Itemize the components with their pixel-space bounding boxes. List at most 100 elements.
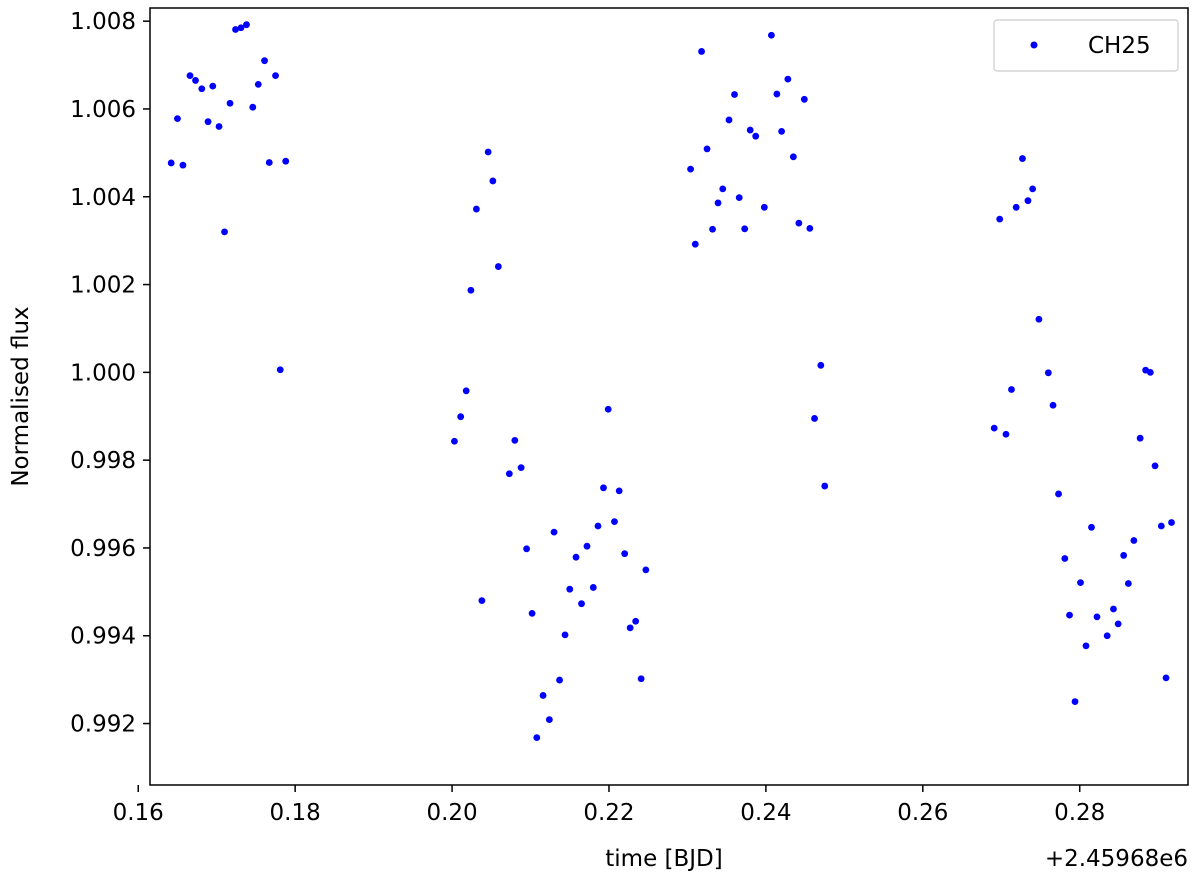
data-point-0-51 xyxy=(621,550,629,558)
data-point-0-90 xyxy=(1044,369,1052,377)
x-tick-label: 0.24 xyxy=(740,800,791,826)
data-point-0-101 xyxy=(1110,605,1117,613)
y-tick-label: 0.992 xyxy=(70,712,136,738)
data-point-0-60 xyxy=(709,225,716,233)
data-point-0-38 xyxy=(550,528,558,536)
data-point-0-13 xyxy=(243,21,250,29)
data-point-0-18 xyxy=(272,72,279,79)
data-point-0-62 xyxy=(719,185,727,193)
data-point-0-48 xyxy=(604,405,612,413)
data-point-0-99 xyxy=(1093,613,1101,621)
plot-frame xyxy=(149,7,1189,786)
data-point-0-111 xyxy=(1162,674,1170,682)
data-point-0-14 xyxy=(249,103,257,111)
data-point-0-61 xyxy=(714,199,722,207)
data-point-0-104 xyxy=(1124,580,1132,587)
data-point-0-10 xyxy=(226,99,234,107)
data-point-0-63 xyxy=(725,116,733,124)
data-point-0-108 xyxy=(1146,368,1154,376)
data-point-0-9 xyxy=(221,228,228,236)
data-point-0-78 xyxy=(811,415,818,422)
data-point-0-6 xyxy=(204,118,212,126)
data-point-0-44 xyxy=(583,542,591,550)
data-point-0-33 xyxy=(523,545,530,553)
data-point-0-67 xyxy=(746,126,754,134)
data-point-0-35 xyxy=(533,734,541,741)
y-tick-label: 1.000 xyxy=(70,360,136,386)
data-point-0-55 xyxy=(642,566,650,574)
data-point-0-91 xyxy=(1049,401,1057,409)
x-tick-label: 0.16 xyxy=(113,800,164,826)
data-point-0-30 xyxy=(505,470,513,478)
data-point-0-25 xyxy=(472,205,480,213)
data-point-0-57 xyxy=(691,240,699,248)
y-tick-label: 0.996 xyxy=(70,536,136,562)
data-point-0-97 xyxy=(1082,642,1090,650)
data-point-0-47 xyxy=(600,484,607,492)
data-point-0-40 xyxy=(561,631,569,639)
data-point-0-8 xyxy=(215,123,223,130)
y-tick-label: 0.998 xyxy=(70,448,136,474)
y-axis-label: Normalised flux xyxy=(8,306,34,486)
data-point-0-28 xyxy=(489,177,497,185)
data-point-0-11 xyxy=(232,26,239,33)
data-point-0-27 xyxy=(484,148,492,156)
data-point-0-42 xyxy=(572,553,580,561)
data-point-0-22 xyxy=(457,413,465,421)
data-point-0-15 xyxy=(254,80,262,88)
data-point-0-37 xyxy=(545,716,553,723)
data-point-0-84 xyxy=(1008,386,1015,393)
y-tick-label: 0.994 xyxy=(70,624,136,650)
data-point-0-96 xyxy=(1077,579,1084,587)
legend: CH25 xyxy=(993,19,1179,72)
data-point-0-0 xyxy=(167,159,175,167)
x-tick-label: 0.22 xyxy=(583,800,634,826)
data-point-0-93 xyxy=(1061,555,1069,562)
y-tick-label: 1.006 xyxy=(70,97,136,123)
data-point-0-7 xyxy=(209,82,217,90)
data-point-0-68 xyxy=(752,132,760,140)
data-point-0-110 xyxy=(1157,522,1165,530)
data-point-0-34 xyxy=(528,609,536,617)
data-point-0-4 xyxy=(192,77,199,84)
y-axis-ticks: 0.992 0.994 0.996 0.998 1.000 1.002 1.004 1.006… xyxy=(70,9,150,738)
data-point-0-31 xyxy=(511,437,519,444)
x-axis-label: time [BJD] xyxy=(605,846,723,872)
data-point-0-66 xyxy=(741,225,749,233)
data-point-0-77 xyxy=(806,224,814,232)
x-tick-label: 0.28 xyxy=(1054,800,1105,826)
data-point-0-36 xyxy=(539,692,547,699)
y-tick-label: 1.004 xyxy=(70,185,136,211)
data-point-0-5 xyxy=(198,85,206,93)
data-point-0-45 xyxy=(589,584,597,591)
data-point-0-26 xyxy=(478,597,486,605)
legend-box xyxy=(993,19,1179,72)
data-point-0-24 xyxy=(467,286,475,294)
data-point-0-65 xyxy=(735,194,743,202)
x-axis-offset-label: +2.45968e6 xyxy=(1045,846,1188,872)
data-point-0-74 xyxy=(789,153,797,161)
data-point-0-80 xyxy=(821,482,829,490)
data-point-0-54 xyxy=(637,675,645,683)
data-point-0-58 xyxy=(698,48,705,55)
data-point-0-21 xyxy=(451,437,458,445)
y-tick-label: 1.002 xyxy=(70,273,136,299)
data-point-0-83 xyxy=(1002,430,1010,438)
data-point-0-86 xyxy=(1019,155,1026,162)
data-point-0-41 xyxy=(566,585,574,593)
x-axis-ticks: 0.16 0.18 0.20 0.22 0.24 0.26 0.28 xyxy=(113,785,1105,826)
data-point-0-73 xyxy=(784,75,792,83)
data-point-0-109 xyxy=(1151,462,1159,470)
data-point-0-64 xyxy=(731,91,738,98)
data-point-0-102 xyxy=(1114,620,1122,628)
data-point-0-89 xyxy=(1035,315,1043,323)
data-point-0-103 xyxy=(1120,552,1128,559)
data-point-0-23 xyxy=(462,387,470,395)
data-point-0-19 xyxy=(276,366,284,374)
data-point-0-112 xyxy=(1168,519,1175,526)
data-point-0-17 xyxy=(265,159,273,166)
legend-label-ch25: CH25 xyxy=(1088,33,1151,59)
data-point-0-53 xyxy=(632,617,640,625)
data-point-0-29 xyxy=(494,263,502,270)
